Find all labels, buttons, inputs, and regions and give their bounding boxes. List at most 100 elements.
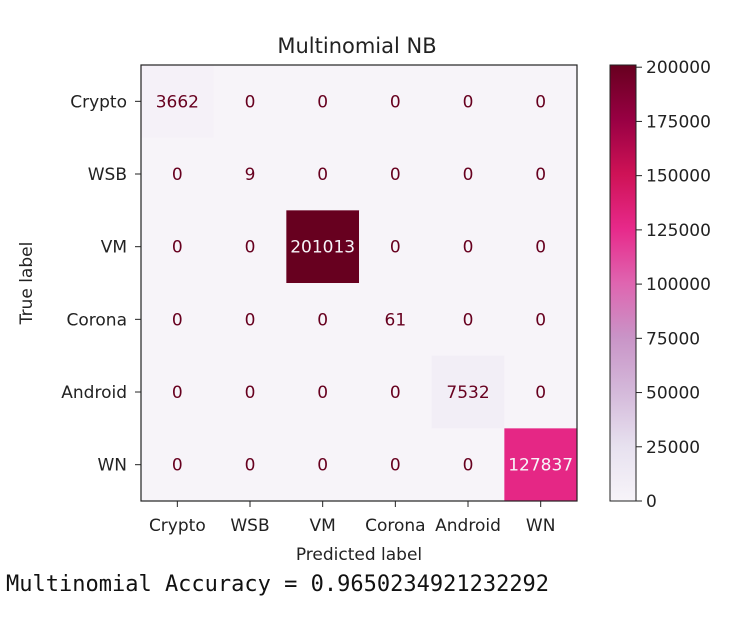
cell-value-5-5: 127837: [508, 456, 573, 476]
cell-value-0-5: 0: [535, 92, 546, 112]
heatmap-cell-5-1: [213, 428, 287, 502]
cell-value-3-4: 0: [463, 310, 474, 330]
cell-value-4-0: 0: [172, 383, 183, 403]
colorbar-tick-label: 200000: [646, 58, 711, 78]
cell-value-1-0: 0: [172, 165, 183, 185]
heatmap-cell-4-2: [286, 355, 360, 429]
y-tick-label: VM: [101, 238, 127, 258]
heatmap-cell-5-3: [359, 428, 433, 502]
colorbar-ticks: 0 25000 50000 75000 100000 125000 150000 175000…: [636, 58, 711, 512]
x-axis-label: Predicted label: [296, 545, 422, 565]
heatmap-cell-0-4: [431, 65, 505, 139]
heatmap-cell-1-2: [286, 137, 360, 211]
cell-value-2-5: 0: [535, 238, 546, 258]
heatmap-cell-2-1: [213, 210, 287, 284]
colorbar: [609, 64, 637, 502]
cell-value-4-5: 0: [535, 383, 546, 403]
cell-value-5-0: 0: [172, 456, 183, 476]
cell-value-3-5: 0: [535, 310, 546, 330]
heatmap-cell-4-0: [141, 355, 215, 429]
heatmap-cell-1-3: [359, 137, 433, 211]
cell-value-1-4: 0: [463, 165, 474, 185]
heatmap-cell-4-3: [359, 355, 433, 429]
cell-value-1-1: 9: [245, 165, 256, 185]
y-axis-label: True label: [17, 242, 37, 326]
heatmap-cell-0-3: [359, 65, 433, 139]
x-tick-label: VM: [310, 516, 336, 536]
colorbar-tick-label: 100000: [646, 275, 711, 295]
plot-frame: [140, 64, 578, 502]
heatmap-cell-3-2: [286, 283, 360, 357]
cell-value-3-0: 0: [172, 310, 183, 330]
accuracy-output: Multinomial Accuracy = 0.965023492123229…: [6, 572, 550, 597]
heatmap-cell-5-2: [286, 428, 360, 502]
heatmap-cell-4-5: [504, 355, 578, 429]
cell-value-5-2: 0: [317, 456, 328, 476]
confusion-matrix-figure: Multinomial NB 3662 0 0 0 0 0 0 9 0 0 0 0 0 0 201013 0 0…: [17, 34, 711, 565]
cell-value-0-3: 0: [390, 92, 401, 112]
cell-value-5-4: 0: [463, 456, 474, 476]
heatmap-cells: 3662 0 0 0 0 0 0 9 0 0 0 0 0 0 201013 0 0 0 0 0 0 61 0 0 0 0 0 0 753…: [141, 65, 578, 502]
x-tick-label: Android: [435, 516, 501, 536]
colorbar-tick-label: 125000: [646, 221, 711, 241]
y-axis-ticks: Crypto WSB VM Corona Android WN: [61, 92, 141, 476]
x-tick-label: WN: [526, 516, 556, 536]
colorbar-tick-label: 175000: [646, 112, 711, 132]
cell-value-4-3: 0: [390, 383, 401, 403]
cell-value-4-1: 0: [245, 383, 256, 403]
colorbar-tick-label: 75000: [646, 329, 700, 349]
heatmap-cell-3-1: [213, 283, 287, 357]
x-tick-label: Corona: [365, 516, 425, 536]
y-tick-label: Android: [61, 383, 127, 403]
cell-value-1-2: 0: [317, 165, 328, 185]
heatmap-cell-5-5: [504, 428, 578, 502]
heatmap-cell-1-4: [431, 137, 505, 211]
heatmap-cell-1-0: [141, 137, 215, 211]
y-tick-label: WN: [97, 456, 127, 476]
cell-value-2-1: 0: [245, 238, 256, 258]
colorbar-tick-label: 50000: [646, 384, 700, 404]
cell-value-1-5: 0: [535, 165, 546, 185]
y-tick-label: Crypto: [70, 92, 127, 112]
cell-value-3-2: 0: [317, 310, 328, 330]
heatmap-cell-3-4: [431, 283, 505, 357]
cell-value-0-0: 3662: [156, 92, 199, 112]
cell-value-4-4: 7532: [446, 383, 489, 403]
heatmap-cell-3-3: [359, 283, 433, 357]
colorbar-tick-label: 150000: [646, 167, 711, 187]
cell-value-2-2: 201013: [290, 238, 355, 258]
heatmap-cell-1-1: [213, 137, 287, 211]
heatmap-cell-0-1: [213, 65, 287, 139]
x-axis-ticks: Crypto WSB VM Corona Android WN: [149, 501, 556, 536]
cell-value-0-4: 0: [463, 92, 474, 112]
heatmap-cell-3-0: [141, 283, 215, 357]
heatmap-cell-4-4: [431, 355, 505, 429]
heatmap-cell-0-5: [504, 65, 578, 139]
cell-value-0-1: 0: [245, 92, 256, 112]
heatmap-cell-2-5: [504, 210, 578, 284]
cell-value-1-3: 0: [390, 165, 401, 185]
heatmap-cell-0-0: [141, 65, 215, 139]
x-tick-label: WSB: [230, 516, 269, 536]
heatmap-cell-2-4: [431, 210, 505, 284]
colorbar-tick-label: 0: [646, 492, 657, 512]
heatmap-cell-0-2: [286, 65, 360, 139]
colorbar-tick-label: 25000: [646, 438, 700, 458]
cell-value-5-1: 0: [245, 456, 256, 476]
heatmap-cell-2-2: [286, 210, 360, 284]
cell-value-3-3: 61: [385, 310, 407, 330]
cell-value-2-3: 0: [390, 238, 401, 258]
y-tick-label: WSB: [88, 165, 127, 185]
cell-value-5-3: 0: [390, 456, 401, 476]
heatmap-cell-2-0: [141, 210, 215, 284]
heatmap-cell-4-1: [213, 355, 287, 429]
heatmap-cell-5-4: [431, 428, 505, 502]
heatmap-cell-3-5: [504, 283, 578, 357]
cell-value-4-2: 0: [317, 383, 328, 403]
heatmap-cell-2-3: [359, 210, 433, 284]
y-tick-label: Corona: [67, 310, 127, 330]
cell-value-0-2: 0: [317, 92, 328, 112]
heatmap-cell-1-5: [504, 137, 578, 211]
cell-value-2-0: 0: [172, 238, 183, 258]
chart-title: Multinomial NB: [277, 34, 436, 58]
